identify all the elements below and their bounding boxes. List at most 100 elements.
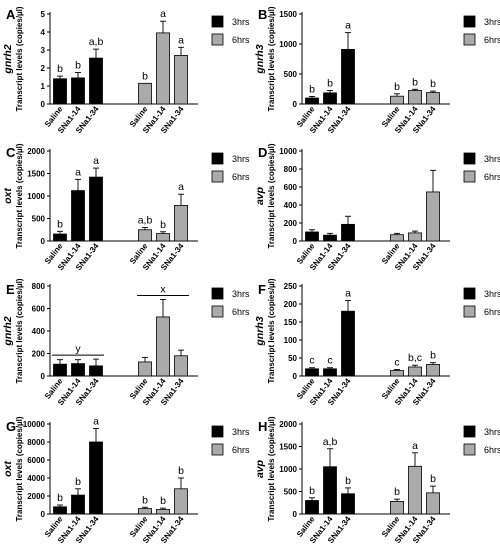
bar [426, 92, 440, 105]
y-tick-label: 50 [288, 354, 297, 363]
gene-label: oxt [2, 188, 14, 204]
significance-label: b [309, 485, 315, 497]
bar [305, 231, 319, 242]
y-tick-label: 200 [32, 350, 46, 359]
significance-label: b [142, 494, 148, 506]
bar [71, 190, 85, 242]
y-tick-label: 1000 [279, 40, 297, 49]
y-tick-label: 400 [284, 201, 298, 210]
significance-label: b [394, 81, 400, 93]
bar [89, 365, 103, 377]
significance-label: a [345, 20, 351, 32]
bar [341, 223, 355, 242]
y-tick-label: 0 [293, 510, 298, 519]
y-tick-label: 0 [41, 510, 46, 519]
bar [138, 361, 152, 377]
bar [323, 466, 337, 515]
significance-label: b,c [408, 352, 422, 364]
bar [156, 233, 170, 242]
significance-label: a [345, 287, 351, 299]
significance-label: c [309, 355, 314, 367]
legend-swatch [463, 305, 476, 318]
gene-label: avp [254, 186, 266, 205]
y-tick-label: 8000 [27, 438, 45, 447]
y-axis-label: Transcript levels (copies/µl) [15, 278, 24, 383]
bar [71, 77, 85, 105]
bar [156, 509, 170, 515]
bar [426, 492, 440, 515]
gene-label: avp [254, 459, 266, 478]
legend-swatch [463, 425, 476, 438]
significance-label: a [160, 8, 166, 20]
panel-letter: H [258, 419, 267, 434]
y-tick-label: 1000 [279, 465, 297, 474]
legend-entry: 3hrs [484, 17, 500, 27]
y-tick-label: 600 [284, 183, 298, 192]
bar [71, 363, 85, 377]
significance-label: a [75, 166, 81, 178]
y-tick-label: 1500 [279, 443, 297, 452]
gene-label: gnrh3 [254, 44, 266, 74]
y-tick-label: 500 [284, 488, 298, 497]
legend-swatch [211, 33, 224, 46]
chart-panel-B: B Transcript levels (copies/µl)gnrh3 0 500 1… [254, 6, 500, 135]
bar [71, 494, 85, 515]
gene-label: gnrh2 [2, 316, 14, 346]
significance-label: b [178, 465, 184, 477]
y-tick-label: 1000 [27, 192, 45, 201]
y-axis-label: Transcript levels (copies/µl) [15, 416, 24, 521]
bar [53, 363, 67, 377]
legend-swatch [463, 152, 476, 165]
bar [323, 368, 337, 377]
chart-panel-E: E Transcript levels (copies/µl)gnrh2 0 200 4… [2, 278, 250, 407]
panel-letter: E [6, 282, 15, 297]
bar [89, 57, 103, 105]
bar [156, 316, 170, 377]
gene-label: gnrh2 [2, 44, 14, 74]
significance-label: b [75, 476, 81, 488]
bar [390, 95, 404, 105]
bar [323, 92, 337, 105]
y-tick-label: 1500 [27, 170, 45, 179]
panel-letter: F [258, 282, 266, 297]
bar [408, 232, 422, 242]
y-tick-label: 2 [41, 64, 46, 73]
y-tick-label: 1500 [279, 10, 297, 19]
significance-label: c [394, 357, 399, 369]
legend-swatch [463, 15, 476, 28]
bar [408, 465, 422, 515]
bar [390, 234, 404, 242]
y-axis-label: Transcript levels (copies/µl) [267, 278, 276, 383]
legend-swatch [211, 443, 224, 456]
y-tick-label: 2000 [27, 492, 45, 501]
y-tick-label: 800 [284, 165, 298, 174]
y-tick-label: 150 [284, 318, 298, 327]
significance-label: b [394, 486, 400, 498]
chart-panel-C: C Transcript levels (copies/µl)oxt 0 500 100… [2, 143, 250, 272]
significance-label: b [412, 76, 418, 88]
significance-label: b [142, 70, 148, 82]
y-axis-label: Transcript levels (copies/µl) [267, 416, 276, 521]
bar [138, 229, 152, 242]
y-tick-label: 0 [293, 100, 298, 109]
panel-letter: D [258, 145, 267, 160]
bar [408, 90, 422, 105]
significance-label: a [178, 181, 184, 193]
y-tick-label: 6000 [27, 456, 45, 465]
y-tick-label: 0 [41, 372, 46, 381]
y-tick-label: 250 [284, 282, 298, 291]
significance-label: b [160, 495, 166, 507]
bar [390, 370, 404, 377]
legend-entry: 6hrs [232, 35, 250, 45]
significance-label: a,b [323, 436, 338, 448]
legend-swatch [463, 443, 476, 456]
legend-entry: 3hrs [232, 427, 250, 437]
legend-entry: 3hrs [484, 154, 500, 164]
legend-entry: 6hrs [232, 445, 250, 455]
significance-label: a [93, 155, 99, 167]
y-tick-label: 4000 [27, 474, 45, 483]
bar [53, 78, 67, 105]
y-tick-label: 0 [293, 372, 298, 381]
chart-panel-D: D Transcript levels (copies/µl)avp 0 200 400… [254, 143, 500, 272]
